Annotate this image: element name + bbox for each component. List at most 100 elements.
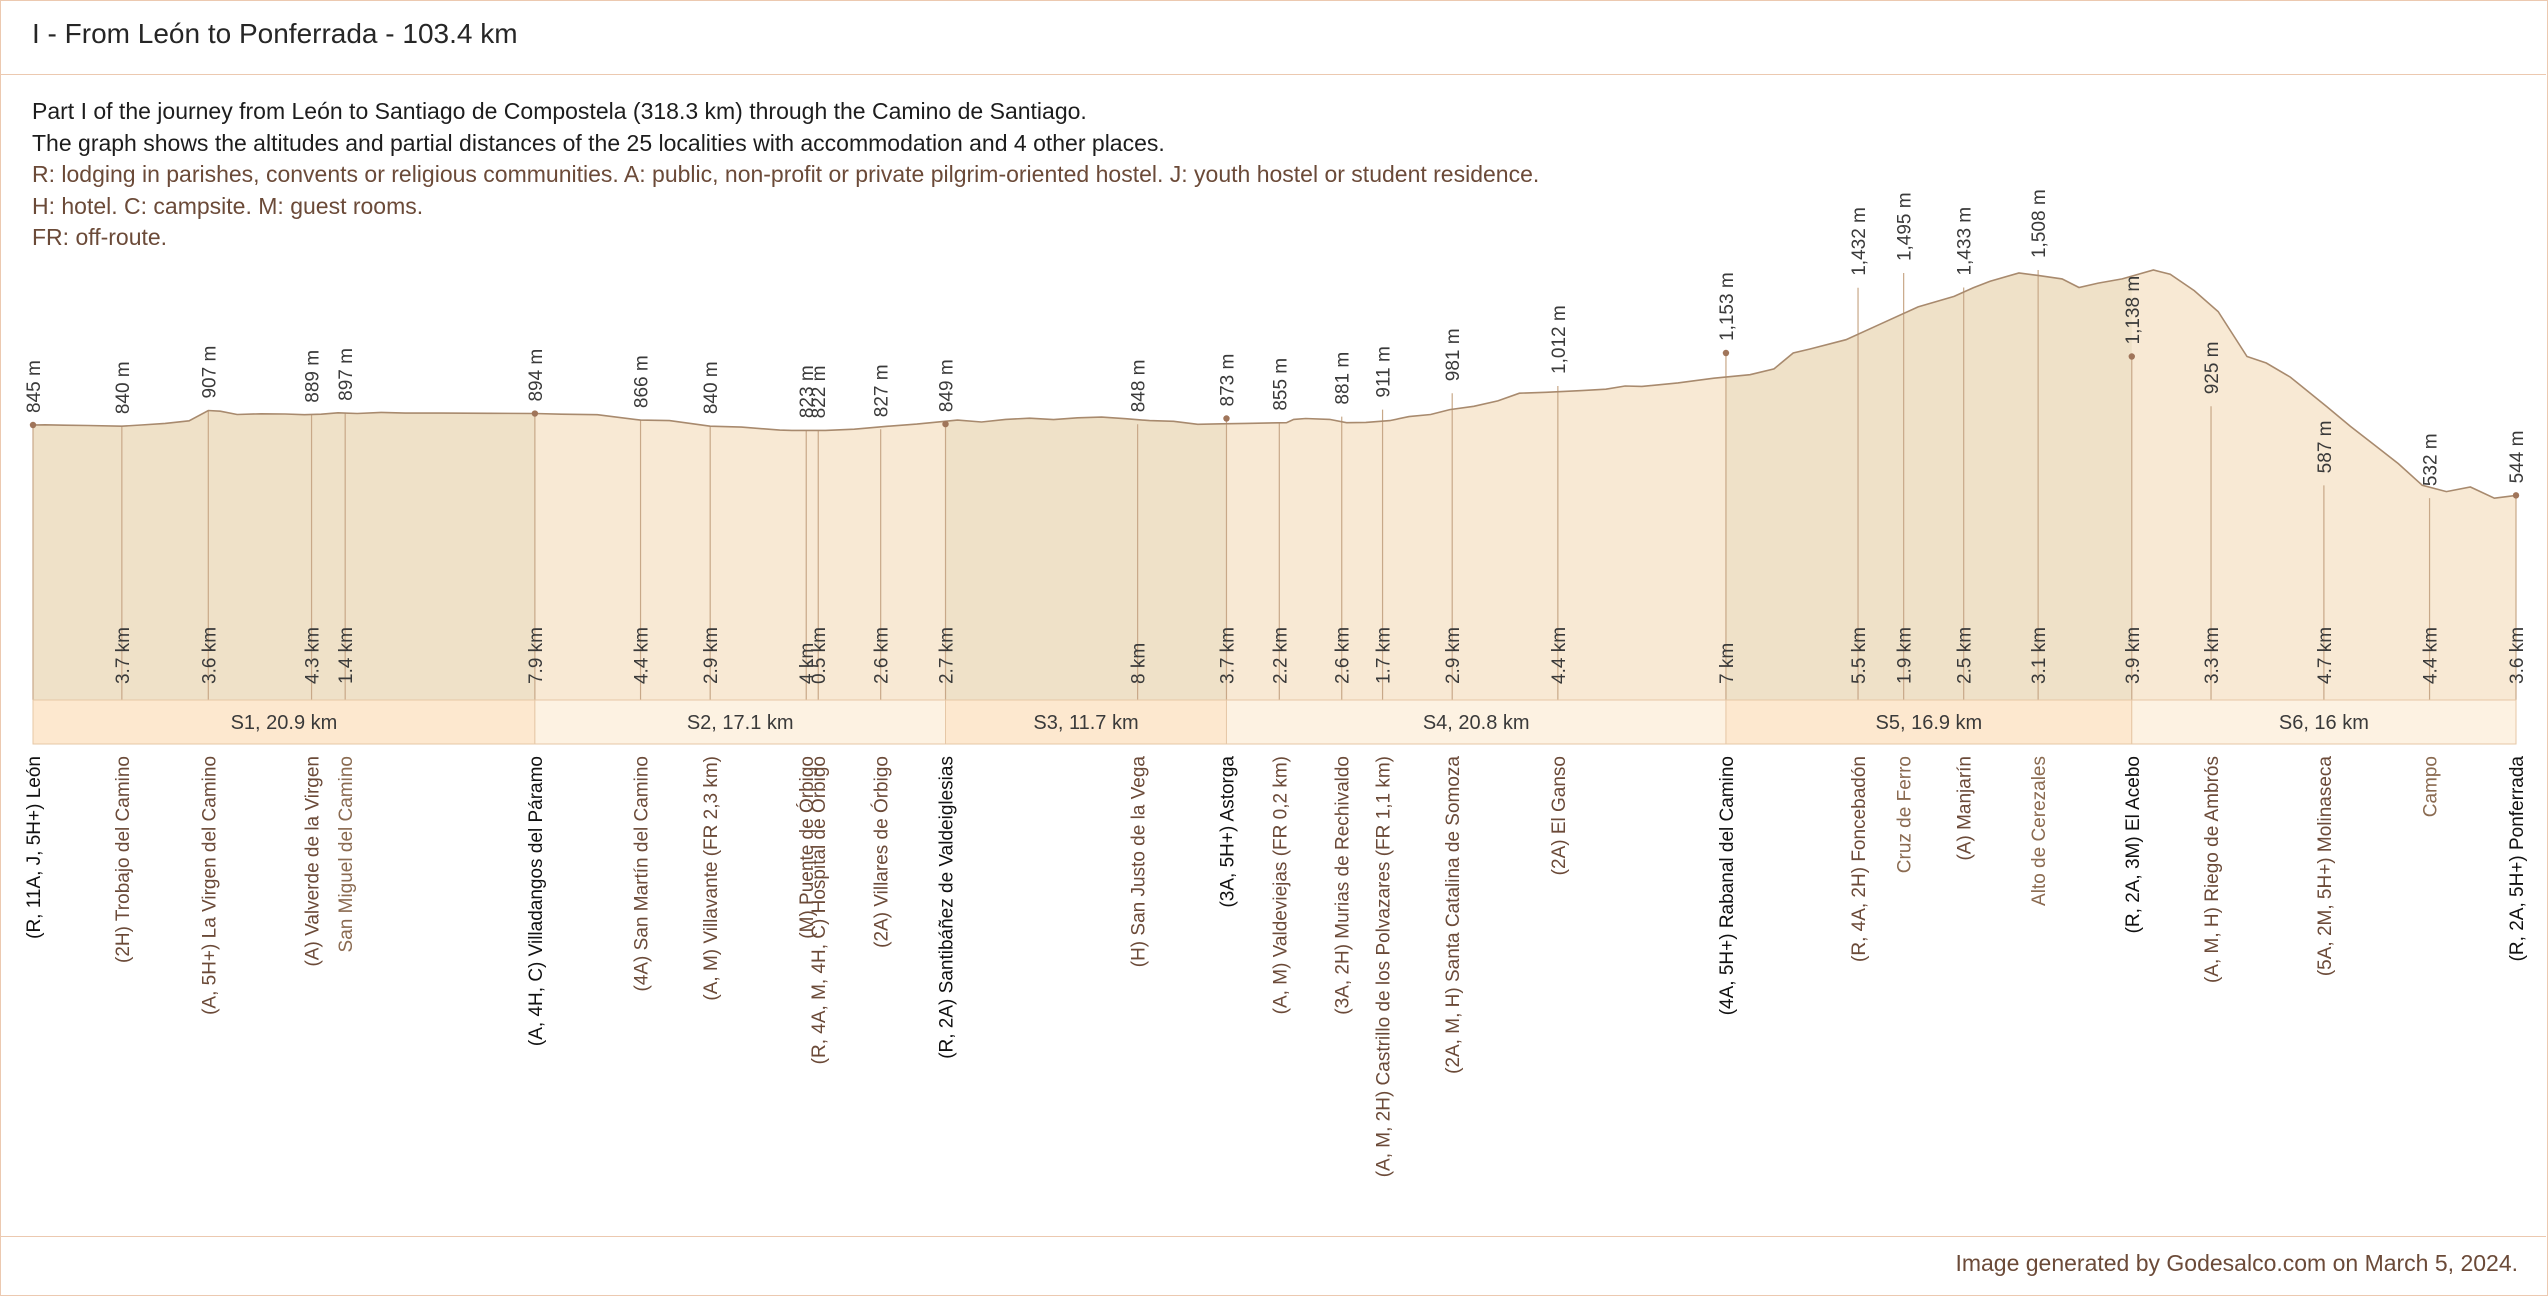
partial-distance-label: 7.9 km — [526, 627, 547, 684]
stage-box — [2131, 699, 2517, 745]
altitude-label: 827 m — [872, 364, 893, 417]
partial-distance-label: 0.5 km — [809, 627, 830, 684]
locality-name-label: (3A, 5H+) Astorga — [1217, 756, 1238, 908]
partial-distance-label: 2.7 km — [937, 627, 958, 684]
footer-divider — [0, 1236, 2546, 1237]
stage-area-shade — [33, 270, 535, 700]
altitude-label: 866 m — [632, 355, 653, 408]
locality-name-label: (A) Valverde de la Virgen — [303, 756, 324, 967]
locality-name-label: (4A) San Martín del Camino — [632, 756, 653, 992]
altitude-label: 889 m — [303, 350, 324, 403]
stage-box — [32, 699, 536, 745]
stage-box — [1225, 699, 1727, 745]
locality-name-label: (2A) Villares de Órbigo — [871, 756, 893, 948]
partial-distance-label: 5.5 km — [1849, 627, 1870, 684]
stage-box — [534, 699, 947, 745]
locality-name-label: (3A, 2H) Murias de Rechivaldo — [1333, 756, 1354, 1015]
altitude-label: 1,508 m — [2029, 189, 2050, 258]
description-line: Part I of the journey from León to Santi… — [32, 98, 1087, 124]
locality-name-label: (R, 4A, 2H) Foncebadón — [1849, 756, 1870, 962]
partial-distance-label: 2.5 km — [1955, 627, 1976, 684]
stage-area-shade — [1725, 270, 2132, 700]
locality-name-label: (A, 5H+) La Virgen del Camino — [199, 756, 220, 1015]
locality-name-label: (A) Manjarín — [1955, 756, 1976, 861]
locality-name-label: (4A, 5H+) Rabanal del Camino — [1717, 756, 1738, 1015]
locality-name-label: (M) Puente de Órbigo — [796, 756, 818, 939]
altitude-label: 845 m — [24, 360, 45, 413]
partial-distance-label: 3.6 km — [2507, 627, 2528, 684]
partial-distance-label: 4.7 km — [2315, 627, 2336, 684]
stage-label: S4, 20.8 km — [1423, 712, 1530, 734]
altitude-label: 1,153 m — [1717, 272, 1738, 341]
partial-distance-label: 3.7 km — [1217, 627, 1238, 684]
locality-name-label: (H) San Justo de la Vega — [1129, 756, 1150, 968]
locality-name-label: (A, 4H, C) Villadangos del Páramo — [526, 756, 547, 1046]
locality-dot — [942, 420, 949, 428]
altitude-label: 897 m — [336, 348, 357, 401]
altitude-label: 587 m — [2315, 421, 2336, 474]
partial-distance-label: 4.4 km — [632, 627, 653, 684]
altitude-label: 823 m — [797, 365, 818, 418]
locality-name-label: (R, 2A, 5H+) Ponferrada — [2507, 756, 2528, 962]
partial-distance-label: 4.4 km — [1549, 627, 1570, 684]
stage-area-shade — [945, 270, 1227, 700]
altitude-label: 855 m — [1270, 358, 1291, 411]
locality-dot — [1223, 415, 1230, 422]
altitude-label: 873 m — [1217, 354, 1238, 407]
partial-distance-label: 4.4 km — [2421, 627, 2442, 684]
altitude-label: 911 m — [1374, 346, 1395, 397]
altitude-label: 1,433 m — [1955, 207, 1976, 276]
stage-label: S5, 16.9 km — [1876, 712, 1983, 734]
locality-dot — [29, 421, 37, 429]
locality-name-label: (A, M) Valdeviejas (FR 0,2 km) — [1270, 756, 1291, 1014]
locality-dot — [2128, 353, 2135, 360]
stage-box — [1725, 699, 2133, 745]
locality-dot — [531, 410, 539, 417]
partial-distance-label: 3.9 km — [2123, 627, 2144, 684]
altitude-label: 925 m — [2202, 341, 2223, 394]
locality-name-label: Campo — [2421, 756, 2442, 817]
altitude-label: 1,495 m — [1895, 192, 1916, 261]
footer-credit: Image generated by Godesalco.com on Marc… — [1955, 1250, 2518, 1276]
locality-name-label: San Miguel del Camino — [336, 756, 357, 952]
altitude-label: 532 m — [2421, 433, 2442, 486]
altitude-label: 840 m — [701, 361, 722, 414]
partial-distance-label: 2.6 km — [872, 627, 893, 684]
altitude-label: 848 m — [1129, 359, 1150, 412]
description-line: FR: off-route. — [32, 224, 168, 250]
locality-name-label: (A, M, 2H) Castrillo de los Polvazares (… — [1374, 756, 1395, 1177]
stage-label: S2, 17.1 km — [687, 712, 794, 734]
locality-dot — [1722, 349, 1730, 357]
partial-distance-label: 7 km — [1717, 643, 1738, 684]
locality-name-label: (R, 11A, J, 5H+) León — [24, 756, 45, 939]
locality-name-label: (5A, 2M, 5H+) Molinaseca — [2315, 756, 2336, 977]
elevation-profile-line — [32, 269, 2517, 500]
partial-distance-label: 3.6 km — [199, 627, 220, 684]
altitude-label: 1,012 m — [1549, 305, 1570, 374]
stage-label: S1, 20.9 km — [231, 712, 338, 734]
partial-distance-label: 1.4 km — [336, 627, 357, 684]
altitude-label: 894 m — [526, 349, 547, 402]
locality-dot — [2512, 492, 2520, 499]
partial-distance-label: 4.3 km — [303, 627, 324, 684]
elevation-chart: 845 m 840 m 907 m 889 m 897 m 894 m 866 m 840 m… — [24, 189, 2528, 1177]
locality-name-label: (A, M, H) Riego de Ambrós — [2202, 756, 2223, 983]
description: Part I of the journey from León to Santi… — [32, 96, 1539, 254]
title-divider — [0, 74, 2546, 75]
description-line: The graph shows the altitudes and partia… — [32, 129, 1165, 156]
partial-distance-label: 2.9 km — [1443, 627, 1464, 684]
locality-name-label: (R, 2A, 3M) El Acebo — [2123, 756, 2144, 933]
altitude-label: 544 m — [2507, 431, 2528, 484]
altitude-label: 1,138 m — [2123, 276, 2144, 345]
locality-name-label: Alto de Cerezales — [2029, 756, 2050, 906]
altitude-label: 822 m — [809, 366, 830, 419]
altitude-label: 1,432 m — [1849, 207, 1870, 276]
altitude-label: 907 m — [199, 346, 220, 399]
stage-box — [945, 699, 1227, 745]
locality-name-label: (A, M) Villavante (FR 2,3 km) — [701, 756, 722, 1001]
partial-distance-label: 3.1 km — [2029, 627, 2050, 684]
description-line: R: lodging in parishes, convents or reli… — [32, 161, 1540, 187]
locality-name-label: (2H) Trobajo del Camino — [113, 756, 134, 963]
locality-name-label: (R, 4A, M, 4H, C) Hospital de Órbigo — [808, 756, 830, 1064]
page-title: I - From León to Ponferrada - 103.4 km — [32, 18, 518, 49]
